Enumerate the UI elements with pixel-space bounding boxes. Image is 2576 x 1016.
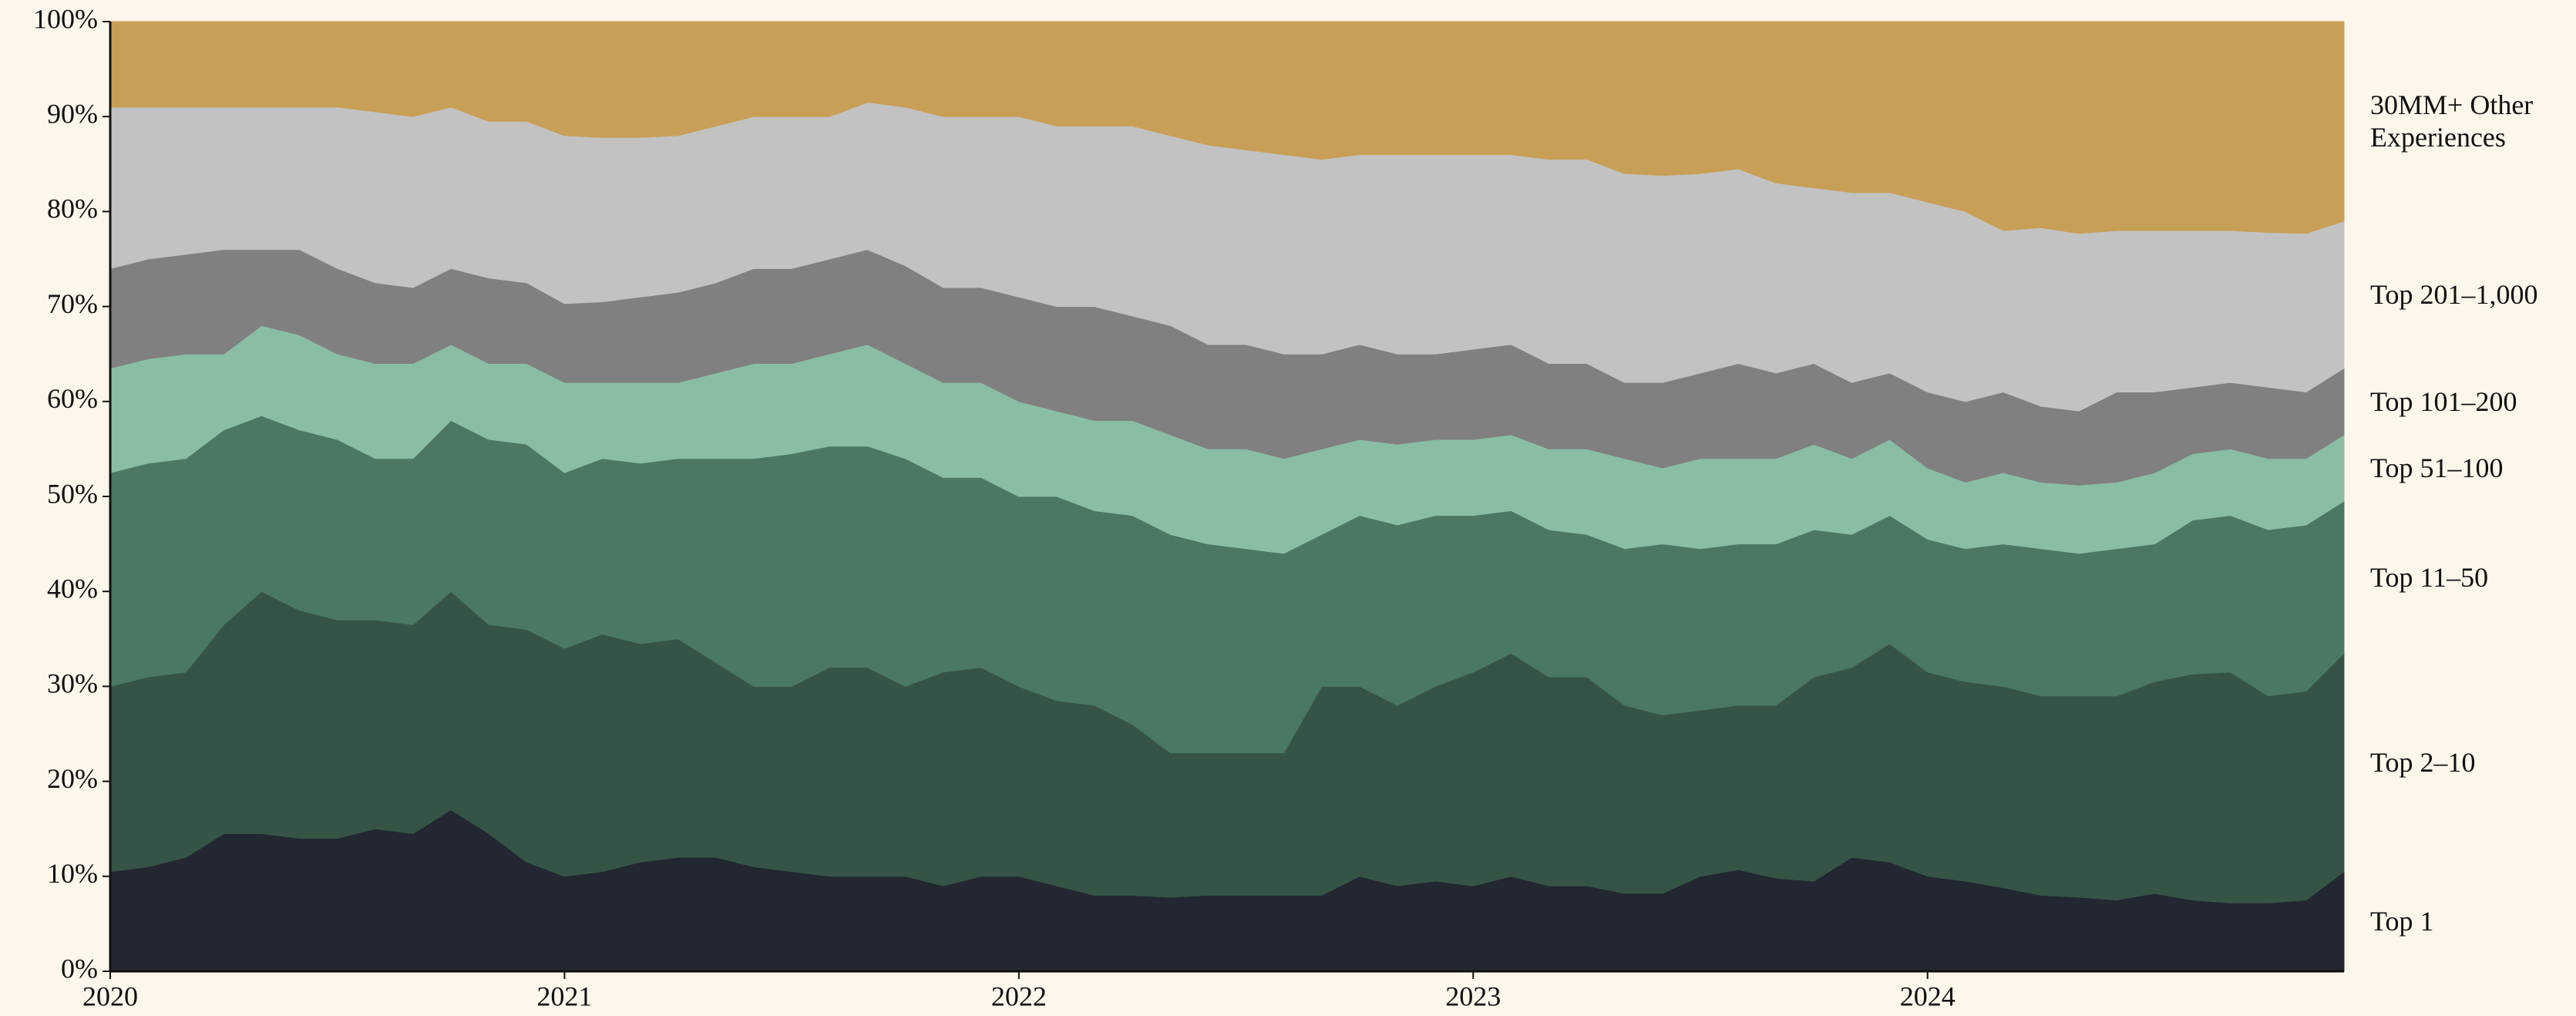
x-tick-label: 2021	[536, 981, 592, 1011]
x-tick-label: 2022	[991, 981, 1047, 1011]
y-tick-label: 70%	[47, 288, 98, 319]
y-tick-label: 100%	[33, 3, 98, 34]
y-tick-label: 10%	[47, 858, 98, 889]
x-tick-label: 2024	[1900, 981, 1956, 1011]
y-tick-label: 50%	[47, 478, 98, 509]
y-tick-label: 0%	[61, 953, 98, 984]
y-tick-label: 90%	[47, 98, 98, 129]
legend-label: Top 201–1,000	[2370, 279, 2538, 311]
y-tick-label: 60%	[47, 383, 98, 414]
legend-label: Top 2–10	[2370, 746, 2476, 778]
x-tick-label: 2023	[1445, 981, 1501, 1011]
legend-label: 30MM+ Other Experiences	[2370, 89, 2534, 153]
y-tick-label: 20%	[47, 763, 98, 794]
y-tick-label: 80%	[47, 193, 98, 224]
area	[109, 21, 2345, 234]
legend-label: Top 51–100	[2370, 452, 2504, 484]
y-tick-label: 40%	[47, 573, 98, 604]
x-tick-label: 2020	[82, 981, 138, 1011]
legend-label: Top 11–50	[2370, 561, 2489, 593]
legend-label: Top 1	[2370, 906, 2434, 937]
legend-label: Top 101–200	[2370, 385, 2517, 417]
y-tick-label: 30%	[47, 668, 98, 699]
